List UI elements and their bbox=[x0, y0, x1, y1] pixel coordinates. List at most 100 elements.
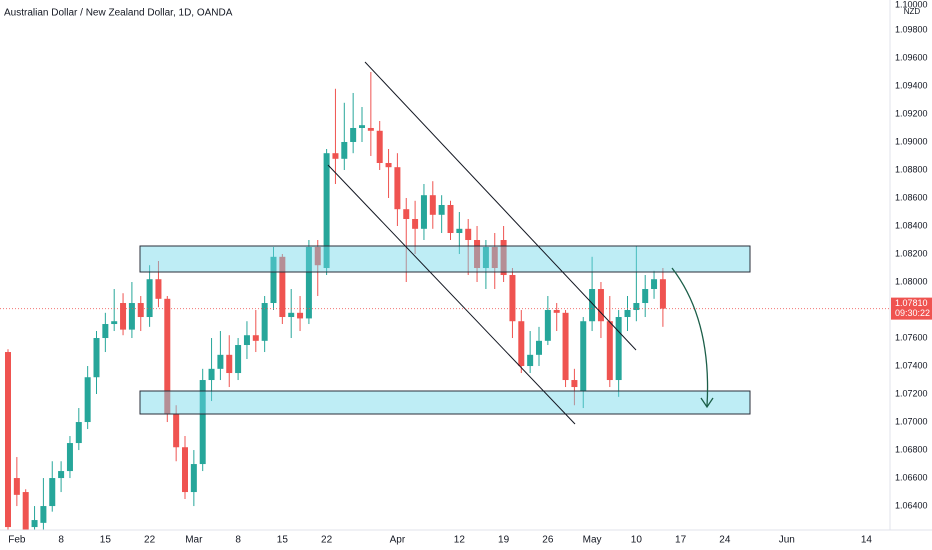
candle-body bbox=[429, 195, 436, 215]
y-tick-label: 1.06800 bbox=[895, 444, 928, 454]
candle-body bbox=[75, 422, 82, 444]
x-tick-label: 24 bbox=[719, 535, 731, 546]
candle-body bbox=[137, 303, 144, 318]
axes: 1.06400 1.06600 1.06800 1.07000 1.07200 1.074… bbox=[8, 0, 932, 546]
x-tick-label: 15 bbox=[100, 535, 112, 546]
candle-body bbox=[589, 289, 596, 322]
candle-body bbox=[562, 312, 569, 381]
candle-body bbox=[456, 228, 463, 234]
candle-body bbox=[120, 303, 127, 330]
candle-body bbox=[270, 256, 277, 304]
candle-body bbox=[403, 209, 410, 220]
x-tick-label: 26 bbox=[542, 535, 554, 546]
candle-body bbox=[465, 228, 472, 241]
x-tick-label: 22 bbox=[144, 535, 156, 546]
y-tick-label: 1.07400 bbox=[895, 360, 928, 370]
candle-body bbox=[527, 354, 534, 367]
candle-body bbox=[597, 289, 604, 322]
candle-body bbox=[182, 447, 188, 493]
channel-line bbox=[327, 164, 576, 425]
y-tick-label: 1.08600 bbox=[895, 192, 928, 202]
candle-body bbox=[5, 352, 11, 528]
projection-arrow bbox=[671, 267, 709, 407]
candle-body bbox=[500, 240, 507, 276]
candle-body bbox=[323, 153, 330, 269]
candle-body bbox=[651, 279, 658, 290]
candle-body bbox=[190, 464, 197, 493]
x-tick-label: 12 bbox=[454, 535, 466, 546]
resistance-zone bbox=[139, 245, 751, 273]
candle-body bbox=[146, 279, 153, 318]
candle-body bbox=[659, 279, 666, 309]
y-tick-label: 1.09800 bbox=[895, 24, 928, 34]
candle-body bbox=[367, 127, 374, 131]
x-tick-label: 15 bbox=[277, 535, 289, 546]
candle-body bbox=[252, 335, 259, 341]
candle-body bbox=[199, 380, 206, 465]
x-tick-label: 10 bbox=[631, 535, 643, 546]
arrow-head bbox=[700, 397, 714, 409]
candle-body bbox=[509, 275, 516, 322]
y-tick-label: 1.08200 bbox=[895, 248, 928, 258]
y-tick-label: 1.06600 bbox=[895, 472, 928, 482]
candle-body bbox=[226, 354, 233, 374]
candle-body bbox=[624, 310, 631, 318]
x-tick-label: 14 bbox=[861, 535, 873, 546]
candle-body bbox=[394, 167, 401, 210]
candle-body bbox=[208, 368, 215, 381]
candle-body bbox=[571, 380, 578, 388]
candle-body bbox=[66, 443, 73, 472]
candle-body bbox=[420, 195, 427, 229]
candle-body bbox=[350, 127, 357, 142]
y-tick-label: 1.09000 bbox=[895, 136, 928, 146]
candle-body bbox=[412, 219, 419, 229]
candle-body bbox=[642, 289, 649, 304]
y-tick-label: 1.09200 bbox=[895, 108, 928, 118]
candle-body bbox=[482, 247, 489, 269]
support-zone bbox=[139, 390, 751, 415]
candle-body bbox=[580, 321, 587, 392]
candle-body bbox=[447, 204, 454, 234]
candle-body bbox=[553, 310, 560, 313]
candle-body bbox=[518, 321, 525, 367]
candle-body bbox=[49, 478, 56, 507]
candle-body bbox=[173, 413, 180, 448]
y-tick-label: 1.09600 bbox=[895, 52, 928, 62]
candles bbox=[5, 71, 666, 530]
currency-label: NZD bbox=[904, 7, 921, 16]
candle-body bbox=[235, 345, 242, 374]
x-tick-label: Feb bbox=[8, 535, 26, 546]
candle-body bbox=[359, 125, 365, 128]
y-tick-label: 1.07600 bbox=[895, 332, 928, 342]
candle-body bbox=[536, 340, 542, 355]
candle-body bbox=[164, 298, 171, 414]
candle-body bbox=[31, 520, 38, 528]
y-tick-label: 1.08000 bbox=[895, 276, 928, 286]
candle-body bbox=[217, 354, 224, 369]
candle-body bbox=[606, 321, 613, 381]
candle-body bbox=[102, 324, 109, 339]
candle-body bbox=[544, 310, 551, 341]
x-tick-label: May bbox=[583, 535, 602, 546]
candle-body bbox=[341, 141, 348, 159]
candle-body bbox=[261, 303, 268, 341]
x-tick-label: Mar bbox=[185, 535, 203, 546]
channel-line bbox=[364, 61, 637, 351]
y-tick-label: 1.10000 bbox=[895, 0, 928, 9]
candle-body bbox=[279, 256, 286, 318]
countdown-label: 09:30:22 bbox=[895, 308, 930, 318]
candle-body bbox=[288, 312, 295, 318]
x-tick-label: 8 bbox=[58, 535, 64, 546]
y-tick-label: 1.06400 bbox=[895, 500, 928, 510]
candle-body bbox=[84, 377, 91, 423]
candle-body bbox=[385, 162, 392, 168]
x-tick-label: 17 bbox=[675, 535, 687, 546]
last-price-tag bbox=[891, 297, 932, 320]
x-tick-label: Jun bbox=[779, 535, 795, 546]
x-tick-label: 8 bbox=[235, 535, 241, 546]
last-price-label: 1.07810 bbox=[895, 298, 928, 308]
candle-body bbox=[111, 321, 118, 325]
